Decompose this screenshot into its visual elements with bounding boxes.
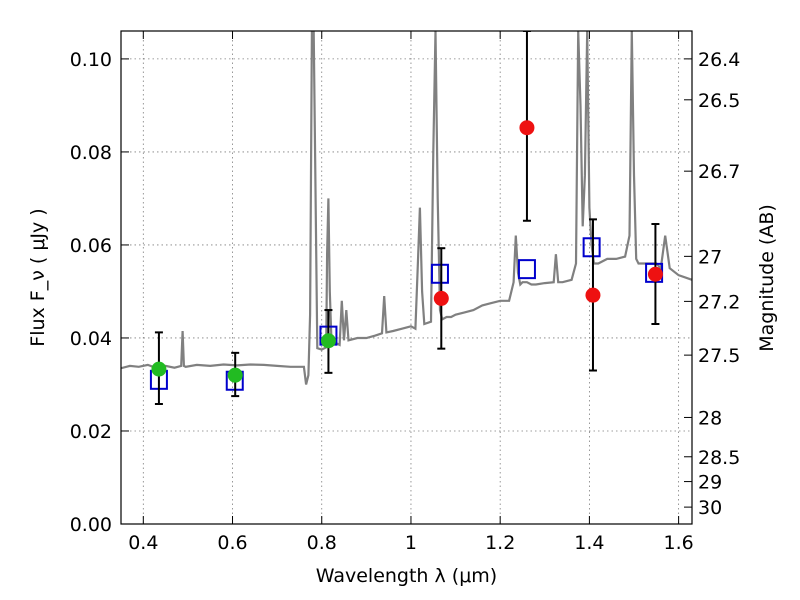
tick-labels: 0.4 0.6 0.8 1 1.2 1.4 1.6 0.00 0.02 0.04 0.06 0.08 0… — [70, 49, 741, 554]
y2-tick-label: 28 — [698, 407, 722, 429]
optical-measurement — [227, 367, 243, 383]
y-tick-label: 0.06 — [70, 235, 112, 257]
y2-axis-title: Magnitude (AB) — [756, 204, 778, 352]
y-tick-label: 0.04 — [70, 328, 112, 350]
grid-lines — [121, 31, 692, 525]
optical-measurement — [151, 361, 167, 377]
infrared-measurement — [647, 266, 663, 282]
y-tick-label: 0.00 — [70, 514, 112, 536]
x-tick-label: 1.6 — [664, 532, 694, 554]
x-tick-label: 0.8 — [307, 532, 337, 554]
y2-tick-label: 26.5 — [698, 90, 740, 112]
y2-tick-label: 27 — [698, 246, 722, 268]
x-tick-label: 0.6 — [217, 532, 247, 554]
y2-tick-label: 26.7 — [698, 161, 740, 183]
y-tick-label: 0.02 — [70, 421, 112, 443]
axis-ticks — [121, 31, 692, 525]
y2-tick-label: 27.5 — [698, 345, 740, 367]
y2-tick-label: 28.5 — [698, 447, 740, 469]
y-tick-label: 0.08 — [70, 142, 112, 164]
y-axis-title: Flux F_ν ( μJy ) — [27, 208, 49, 346]
y-tick-label: 0.10 — [70, 49, 112, 71]
infrared-measurement — [585, 287, 601, 303]
y2-tick-label: 29 — [698, 472, 722, 494]
x-axis-title: Wavelength λ (μm) — [316, 565, 497, 587]
x-tick-label: 1.2 — [485, 532, 515, 554]
x-tick-label: 1 — [405, 532, 417, 554]
y2-tick-label: 27.2 — [698, 291, 740, 313]
y2-tick-label: 26.4 — [698, 49, 740, 71]
model-point — [517, 259, 536, 280]
x-tick-label: 0.4 — [128, 532, 158, 554]
y2-tick-label: 30 — [698, 497, 722, 519]
x-tick-label: 1.4 — [574, 532, 604, 554]
plot-area — [121, 31, 692, 406]
optical-measurement — [320, 333, 336, 349]
infrared-measurement — [433, 290, 449, 306]
plot-frame — [120, 30, 693, 525]
spectrum-line — [121, 31, 692, 385]
infrared-measurement — [519, 120, 535, 136]
model-point — [582, 237, 601, 258]
data-markers — [149, 31, 664, 406]
model-point — [430, 263, 449, 284]
